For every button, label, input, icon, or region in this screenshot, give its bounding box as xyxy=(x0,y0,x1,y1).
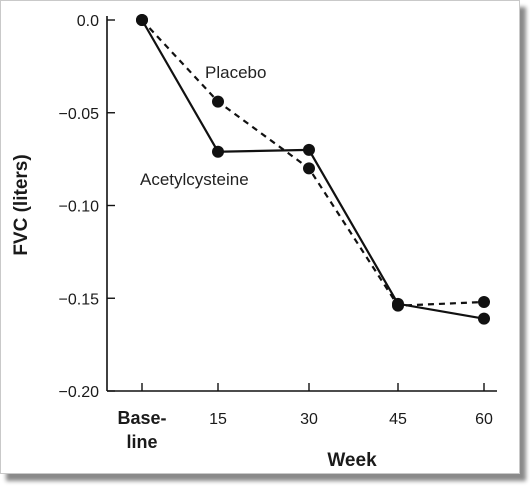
series-label-placebo: Placebo xyxy=(205,63,266,82)
x-tick-label: 45 xyxy=(389,411,407,428)
x-tick-label: 60 xyxy=(475,411,493,428)
x-tick-label-line: 60 xyxy=(475,411,493,428)
y-tick-label: −0.20 xyxy=(59,384,100,401)
y-axis-title: FVC (liters) xyxy=(11,154,32,255)
x-tick-label-line: line xyxy=(126,432,157,452)
series-group xyxy=(136,14,490,325)
y-tick-label: −0.15 xyxy=(59,291,100,308)
x-tick-label-line: 45 xyxy=(389,411,407,428)
point-acetylcysteine-2 xyxy=(303,143,315,156)
x-axis-title: Week xyxy=(327,450,377,471)
axes: 0.0 −0.05 −0.10 −0.15 −0.20 Base-line 15 30 45 60 xyxy=(59,13,497,452)
point-acetylcysteine-1 xyxy=(212,145,224,158)
point-acetylcysteine-4 xyxy=(478,312,490,325)
point-acetylcysteine-0 xyxy=(136,14,148,26)
y-tick-label: −0.05 xyxy=(59,106,100,123)
y-tick-label: −0.10 xyxy=(59,199,100,216)
chart-frame xyxy=(0,0,520,474)
point-placebo-1 xyxy=(212,95,224,108)
y-tick-label: 0.0 xyxy=(77,13,99,30)
series-line-placebo xyxy=(141,19,485,307)
point-placebo-4 xyxy=(478,295,490,308)
x-tick-label-line: Base- xyxy=(117,408,166,428)
series-label-acetylcysteine: Acetylcysteine xyxy=(140,170,249,189)
x-tick-label-line: 30 xyxy=(300,411,318,428)
x-tick-label: Base-line xyxy=(117,408,166,452)
labels-group: Week FVC (liters) Placebo Acetylcysteine xyxy=(11,63,377,471)
x-tick-label: 15 xyxy=(209,411,227,428)
point-placebo-2 xyxy=(303,162,315,175)
x-tick-label: 30 xyxy=(300,411,318,428)
point-acetylcysteine-3 xyxy=(392,297,404,310)
x-tick-label-line: 15 xyxy=(209,411,227,428)
